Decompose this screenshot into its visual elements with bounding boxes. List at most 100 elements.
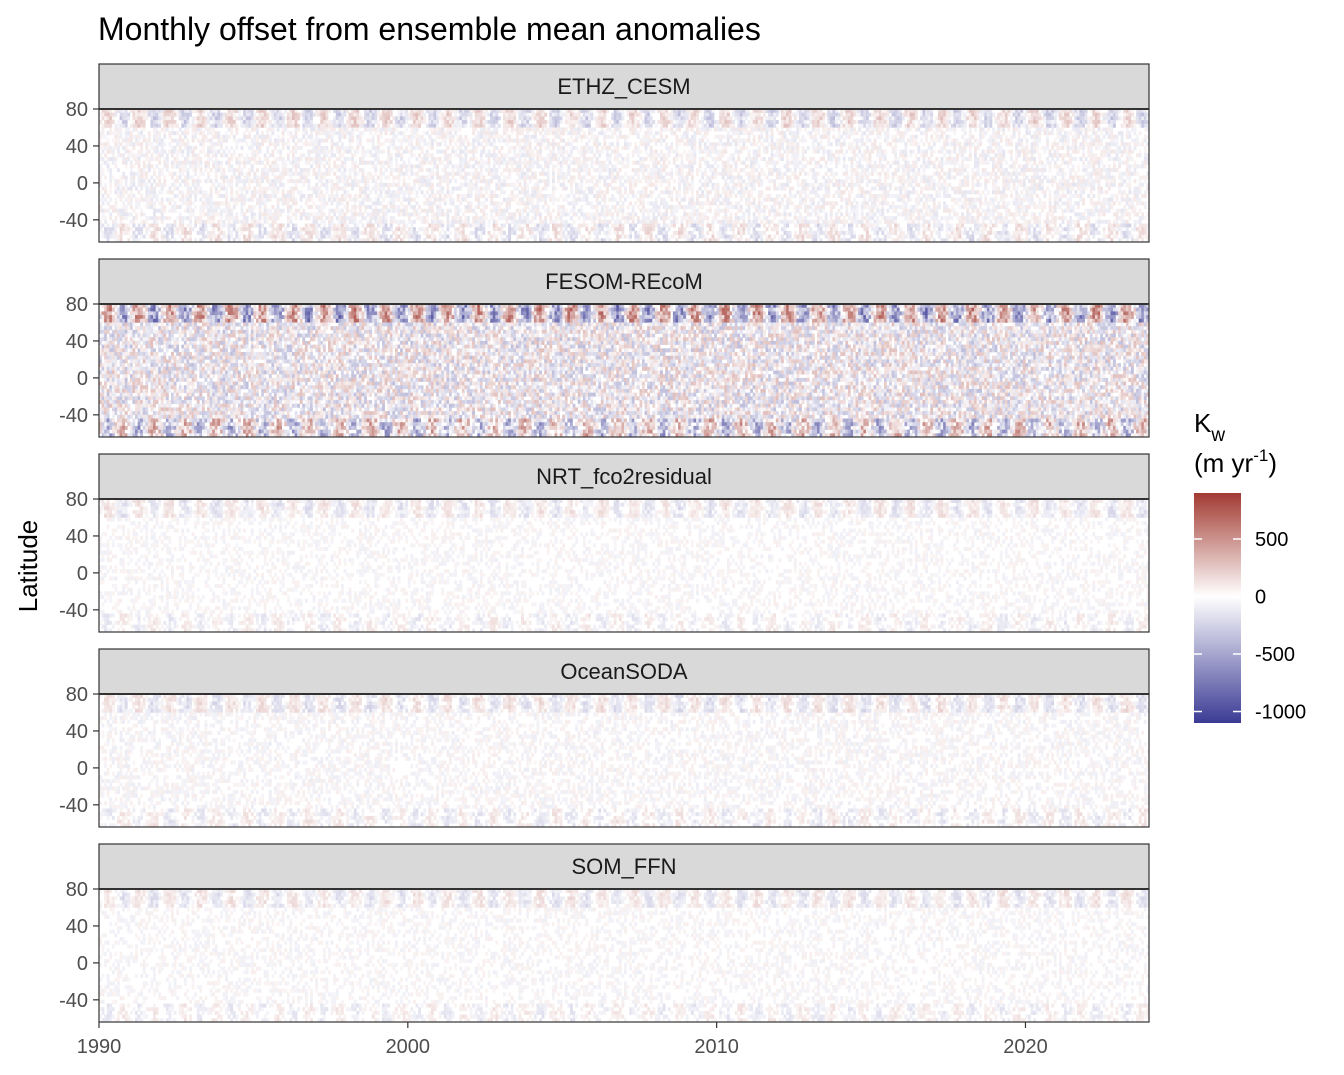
heatmap-cell bbox=[423, 227, 426, 231]
heatmap-cell bbox=[241, 179, 244, 183]
heatmap-cell bbox=[374, 212, 377, 216]
heatmap-cell bbox=[282, 164, 285, 168]
heatmap-cell bbox=[439, 142, 442, 146]
heatmap-cell bbox=[336, 190, 339, 194]
heatmap-cell bbox=[289, 161, 292, 165]
heatmap-cell bbox=[274, 227, 277, 231]
heatmap-cell bbox=[367, 212, 370, 216]
heatmap-cell bbox=[150, 124, 153, 128]
heatmap-cell bbox=[295, 127, 298, 131]
heatmap-cell bbox=[395, 150, 398, 154]
heatmap-cell bbox=[271, 212, 274, 216]
heatmap-cell bbox=[156, 150, 159, 154]
heatmap-cell bbox=[109, 205, 112, 209]
heatmap-cell bbox=[246, 190, 249, 194]
heatmap-cell bbox=[153, 216, 156, 220]
heatmap-cell bbox=[135, 113, 138, 117]
heatmap-cell bbox=[132, 113, 135, 117]
heatmap-cell bbox=[138, 168, 141, 172]
heatmap-cell bbox=[132, 127, 135, 131]
heatmap-cell bbox=[398, 164, 401, 168]
heatmap-cell bbox=[143, 176, 146, 180]
heatmap-cell bbox=[385, 113, 388, 117]
heatmap-cell bbox=[187, 120, 190, 124]
heatmap-cell bbox=[140, 135, 143, 139]
heatmap-cell bbox=[253, 179, 256, 183]
heatmap-cell bbox=[341, 212, 344, 216]
heatmap-cell bbox=[212, 146, 215, 150]
heatmap-cell bbox=[295, 224, 298, 228]
heatmap-cell bbox=[341, 187, 344, 191]
heatmap-cell bbox=[253, 176, 256, 180]
heatmap-cell bbox=[310, 212, 313, 216]
heatmap-cell bbox=[441, 127, 444, 131]
heatmap-cell bbox=[343, 113, 346, 117]
heatmap-cell bbox=[277, 127, 280, 131]
heatmap-cell bbox=[256, 150, 259, 154]
heatmap-cell bbox=[225, 161, 228, 165]
heatmap-cell bbox=[171, 172, 174, 176]
heatmap-cell bbox=[439, 220, 442, 224]
heatmap-cell bbox=[181, 190, 184, 194]
heatmap-cell bbox=[372, 209, 375, 213]
heatmap-cell bbox=[171, 209, 174, 213]
heatmap-cell bbox=[120, 187, 123, 191]
heatmap-cell bbox=[354, 235, 357, 239]
heatmap-cell bbox=[349, 146, 352, 150]
heatmap-cell bbox=[431, 176, 434, 180]
heatmap-cell bbox=[313, 161, 316, 165]
heatmap-cell bbox=[318, 127, 321, 131]
heatmap-cell bbox=[179, 113, 182, 117]
heatmap-cell bbox=[410, 146, 413, 150]
heatmap-cell bbox=[241, 201, 244, 205]
heatmap-cell bbox=[380, 216, 383, 220]
heatmap-cell bbox=[238, 227, 241, 231]
heatmap-cell bbox=[305, 168, 308, 172]
heatmap-cell bbox=[184, 183, 187, 187]
heatmap-cell bbox=[184, 227, 187, 231]
heatmap-cell bbox=[248, 172, 251, 176]
heatmap-cell bbox=[210, 231, 213, 235]
heatmap-cell bbox=[264, 201, 267, 205]
heatmap-cell bbox=[431, 235, 434, 239]
heatmap-cell bbox=[295, 164, 298, 168]
heatmap-cell bbox=[428, 168, 431, 172]
heatmap-cell bbox=[228, 183, 231, 187]
heatmap-cell bbox=[431, 139, 434, 143]
heatmap-cell bbox=[132, 179, 135, 183]
heatmap-cell bbox=[163, 120, 166, 124]
heatmap-cell bbox=[364, 113, 367, 117]
heatmap-cell bbox=[354, 168, 357, 172]
heatmap-cell bbox=[125, 190, 128, 194]
heatmap-cell bbox=[413, 183, 416, 187]
heatmap-cell bbox=[289, 190, 292, 194]
heatmap-cell bbox=[158, 190, 161, 194]
heatmap-cell bbox=[416, 209, 419, 213]
heatmap-cell bbox=[274, 113, 277, 117]
heatmap-cell bbox=[199, 212, 202, 216]
heatmap-cell bbox=[423, 220, 426, 224]
heatmap-cell bbox=[253, 187, 256, 191]
heatmap-cell bbox=[377, 194, 380, 198]
heatmap-cell bbox=[140, 120, 143, 124]
heatmap-cell bbox=[241, 194, 244, 198]
heatmap-cell bbox=[163, 179, 166, 183]
heatmap-cell bbox=[145, 139, 148, 143]
heatmap-cell bbox=[277, 157, 280, 161]
heatmap-cell bbox=[212, 113, 215, 117]
heatmap-cell bbox=[398, 235, 401, 239]
heatmap-cell bbox=[359, 212, 362, 216]
heatmap-cell bbox=[313, 142, 316, 146]
heatmap-cell bbox=[225, 212, 228, 216]
heatmap-cell bbox=[315, 183, 318, 187]
heatmap-cell bbox=[418, 176, 421, 180]
heatmap-cell bbox=[380, 183, 383, 187]
heatmap-cell bbox=[125, 187, 128, 191]
heatmap-cell bbox=[235, 194, 238, 198]
heatmap-cell bbox=[315, 235, 318, 239]
heatmap-cell bbox=[408, 113, 411, 117]
heatmap-cell bbox=[253, 224, 256, 228]
heatmap-cell bbox=[336, 120, 339, 124]
heatmap-cell bbox=[364, 179, 367, 183]
heatmap-cell bbox=[192, 127, 195, 131]
